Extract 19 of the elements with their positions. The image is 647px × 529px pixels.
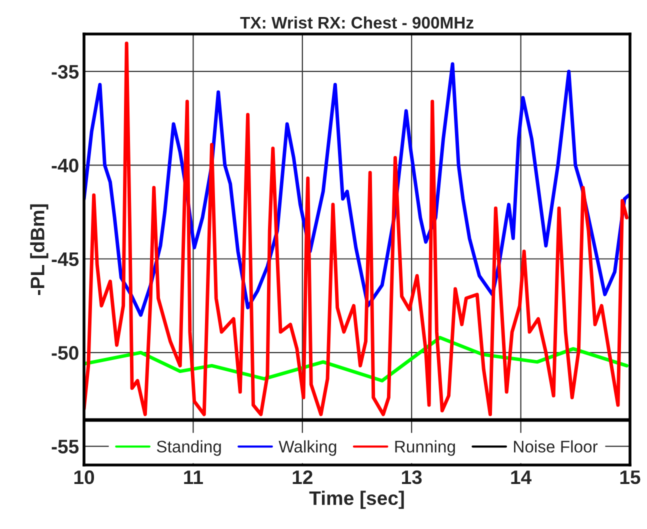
x-tick-label: 10 xyxy=(74,470,94,484)
legend-label: Noise Floor xyxy=(514,440,598,453)
line-series xyxy=(84,42,628,416)
y-tick-label: -45 xyxy=(52,252,79,266)
y-axis-title: -PL [dBm] xyxy=(30,204,48,296)
legend-label: Standing xyxy=(156,440,221,456)
x-tick-label: 15 xyxy=(620,470,640,484)
y-tick-label: -35 xyxy=(52,64,79,79)
chart-title: TX: Wrist RX: Chest - 900MHz xyxy=(240,16,474,29)
legend-label: Walking xyxy=(278,440,336,456)
x-tick-label: 11 xyxy=(184,470,203,484)
legend-label: Running xyxy=(395,440,455,456)
y-tick-label: -40 xyxy=(52,158,78,172)
y-tick-label: -55 xyxy=(52,440,79,454)
x-tick-label: 14 xyxy=(511,470,532,484)
x-tick-label: 12 xyxy=(292,470,312,484)
x-axis-title: Time [sec] xyxy=(309,490,404,509)
x-tick-label: 13 xyxy=(402,470,422,484)
y-tick-label: -50 xyxy=(52,346,78,360)
